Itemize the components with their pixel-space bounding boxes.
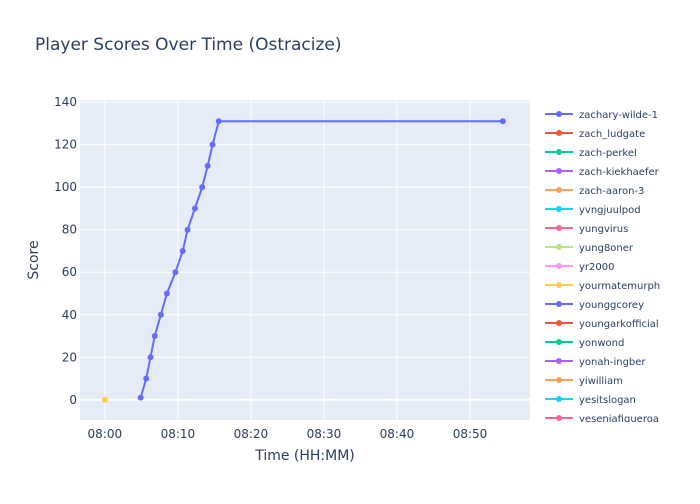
- legend-marker-zach-kiekhaefer: [556, 168, 562, 174]
- legend-label[interactable]: yonah-ingber: [579, 357, 646, 368]
- chart-title: Player Scores Over Time (Ostracize): [35, 35, 342, 55]
- legend-marker-yesitslogan: [556, 396, 562, 402]
- y-tick-label: 60: [62, 265, 77, 279]
- y-axis-label: Score: [26, 240, 42, 279]
- y-tick-label: 20: [62, 350, 77, 364]
- data-point-zachary-wilde-1: [499, 118, 506, 125]
- data-point-zachary-wilde-1: [204, 162, 211, 169]
- legend-label[interactable]: yourmatemurph: [579, 281, 660, 292]
- data-point-zachary-wilde-1: [191, 205, 198, 212]
- y-tick-label: 40: [62, 308, 77, 322]
- y-tick-label: 100: [54, 180, 77, 194]
- legend-marker-yeseniafigueroa: [556, 415, 562, 421]
- legend-label[interactable]: zachary-wilde-1: [579, 110, 658, 121]
- legend-marker-yung8oner: [556, 244, 562, 250]
- data-point-zachary-wilde-1: [143, 375, 150, 382]
- x-tick-label: 08:20: [234, 427, 269, 441]
- legend-label[interactable]: zach-perkel: [579, 148, 637, 159]
- legend-label[interactable]: yvngjuulpod: [579, 205, 641, 216]
- legend-marker-zachary-wilde-1: [556, 111, 562, 117]
- legend-label[interactable]: yungvirus: [579, 224, 628, 235]
- x-tick-label: 08:50: [453, 427, 488, 441]
- x-tick-label: 08:10: [161, 427, 196, 441]
- data-point-zachary-wilde-1: [137, 394, 144, 401]
- data-point-zachary-wilde-1: [184, 226, 191, 233]
- data-point-zachary-wilde-1: [151, 333, 158, 340]
- legend-marker-yiwilliam: [556, 377, 562, 383]
- legend-label[interactable]: zach_ludgate: [579, 129, 645, 140]
- legend-label[interactable]: zach-aaron-3: [579, 186, 644, 197]
- x-axis-label: Time (HH:MM): [254, 448, 355, 464]
- y-tick-label: 80: [62, 223, 77, 237]
- data-point-yourmatemurph: [101, 396, 108, 403]
- y-tick-label: 0: [69, 393, 77, 407]
- x-tick-label: 08:40: [380, 427, 415, 441]
- legend-label[interactable]: youngarkofficial: [579, 319, 659, 330]
- data-point-zachary-wilde-1: [199, 184, 206, 191]
- y-tick-label: 140: [54, 95, 77, 109]
- data-point-zachary-wilde-1: [163, 290, 170, 297]
- legend-marker-zach-perkel: [556, 149, 562, 155]
- data-point-zachary-wilde-1: [209, 141, 216, 148]
- x-tick-label: 08:00: [88, 427, 123, 441]
- legend-marker-zach_ludgate: [556, 130, 562, 136]
- legend-marker-yonwond: [556, 339, 562, 345]
- x-tick-label: 08:30: [307, 427, 342, 441]
- legend-label[interactable]: younggcorey: [579, 300, 644, 311]
- legend-marker-yr2000: [556, 263, 562, 269]
- plot-area[interactable]: [80, 100, 530, 420]
- legend-marker-yungvirus: [556, 225, 562, 231]
- legend-marker-yourmatemurph: [556, 282, 562, 288]
- data-point-zachary-wilde-1: [172, 269, 179, 276]
- legend-label[interactable]: yiwilliam: [579, 376, 623, 387]
- legend-label[interactable]: yung8oner: [579, 243, 634, 254]
- legend-marker-youngarkofficial: [556, 320, 562, 326]
- legend-label[interactable]: yonwond: [579, 338, 624, 349]
- legend-label[interactable]: zach-kiekhaefer: [579, 167, 660, 178]
- legend-label[interactable]: yeseniafigueroa: [579, 414, 659, 425]
- legend-marker-yvngjuulpod: [556, 206, 562, 212]
- data-point-zachary-wilde-1: [147, 354, 154, 361]
- data-point-zachary-wilde-1: [179, 247, 186, 254]
- legend-marker-zach-aaron-3: [556, 187, 562, 193]
- legend-label[interactable]: yesitslogan: [579, 395, 636, 406]
- y-tick-label: 120: [54, 138, 77, 152]
- legend-marker-yonah-ingber: [556, 358, 562, 364]
- data-point-zachary-wilde-1: [215, 118, 222, 125]
- data-point-zachary-wilde-1: [157, 311, 164, 318]
- legend-marker-younggcorey: [556, 301, 562, 307]
- legend-label[interactable]: yr2000: [579, 262, 614, 273]
